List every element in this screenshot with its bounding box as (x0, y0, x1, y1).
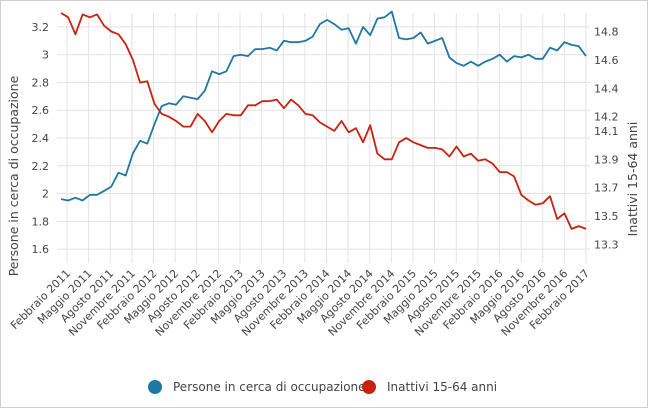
right-axis-ticks: 13.3 13.5 13.7 13.9 14.114.2 14.4 14.6 14.8 (594, 25, 619, 251)
right-tick-label: 13.9 (594, 153, 619, 166)
series-line-persone[interactable] (60, 10, 587, 202)
legend-label-persone: Persone in cerca di occupazione (173, 380, 366, 394)
left-tick-label: 2.8 (32, 76, 50, 89)
right-tick-label: 14.6 (594, 54, 619, 67)
right-tick-label: 13.7 (594, 182, 619, 195)
right-tick-label: 14.1 (594, 125, 619, 138)
legend-item-inattivi[interactable]: Inattivi 15-64 anni (362, 380, 497, 394)
left-tick-label: 1.8 (32, 215, 50, 228)
left-tick-label: 3 (42, 49, 49, 62)
left-tick-label: 1.6 (32, 243, 50, 256)
left-tick-label: 2 (42, 188, 49, 201)
right-tick-label: 14.4 (594, 82, 619, 95)
legend: Persone in cerca di occupazione Inattivi… (148, 380, 497, 394)
legend-item-persone[interactable]: Persone in cerca di occupazione (148, 380, 366, 394)
left-axis-title: Persone in cerca di occupazione (6, 75, 21, 276)
legend-marker-persone (148, 380, 162, 394)
left-tick-label: 3.2 (32, 21, 50, 34)
grid-lines (57, 13, 590, 263)
series-lines (60, 10, 587, 230)
right-axis-title: Inattivi 15-64 anni (625, 122, 640, 237)
legend-marker-inattivi (362, 380, 376, 394)
legend-label-inattivi: Inattivi 15-64 anni (387, 380, 497, 394)
right-tick-label: 13.5 (594, 210, 619, 223)
right-tick-label: 14.8 (594, 25, 619, 38)
series-line-inattivi[interactable] (60, 12, 587, 230)
left-tick-label: 2.2 (32, 160, 50, 173)
left-tick-label: 2.4 (32, 132, 50, 145)
left-axis-ticks: 1.6 1.8 2 2.2 2.4 2.6 2.8 3 3.2 (32, 21, 50, 256)
left-tick-label: 2.6 (32, 104, 50, 117)
right-tick-label: 13.3 (594, 239, 619, 252)
right-tick-label: 14.2 (594, 111, 619, 124)
